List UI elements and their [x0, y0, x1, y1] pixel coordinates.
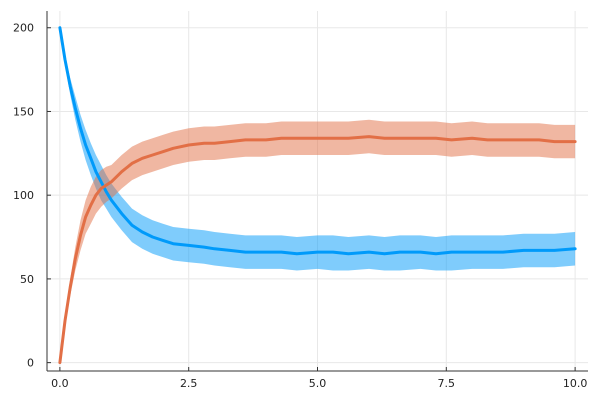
axes [46, 11, 588, 372]
y-tick-label: 50 [20, 273, 34, 286]
y-tick-labels: 0 50 100 150 200 [13, 22, 34, 370]
x-tick-label: 2.5 [180, 377, 198, 390]
series-2-band [59, 119, 576, 363]
x-tick-label: 7.5 [438, 377, 456, 390]
x-tick-labels: 0.0 2.5 5.0 7.5 10.0 [51, 377, 587, 390]
grid [47, 11, 588, 371]
y-tick-label: 150 [13, 105, 34, 118]
series-lines [58, 26, 577, 365]
y-tick-label: 200 [13, 22, 34, 35]
series-1-band [59, 27, 576, 271]
y-tick-label: 0 [27, 357, 34, 370]
x-tick-label: 5.0 [309, 377, 327, 390]
x-tick-label: 0.0 [51, 377, 69, 390]
confidence-bands [59, 27, 576, 363]
series-1-line [58, 26, 577, 256]
y-tick-label: 100 [13, 189, 34, 202]
series-2-line [58, 135, 577, 365]
x-tick-label: 10.0 [563, 377, 588, 390]
